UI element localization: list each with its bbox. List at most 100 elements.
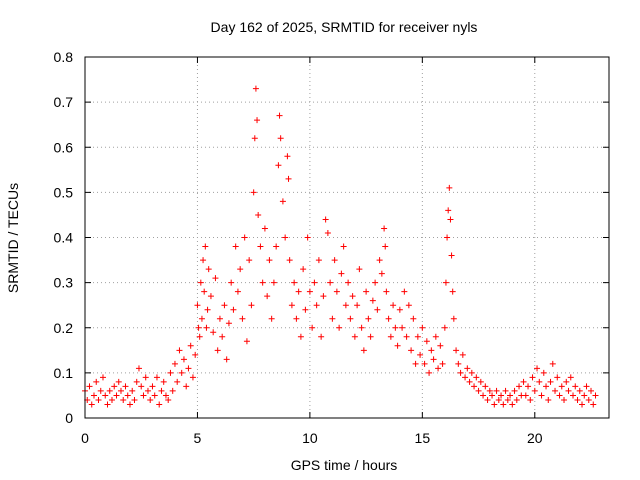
data-point xyxy=(588,387,595,394)
data-point xyxy=(538,392,545,399)
data-point xyxy=(113,392,120,399)
data-point xyxy=(93,378,100,385)
data-point xyxy=(241,234,248,241)
data-point xyxy=(527,396,534,403)
data-point xyxy=(567,374,574,381)
data-point xyxy=(349,293,356,300)
data-point xyxy=(194,302,201,309)
data-point xyxy=(412,360,419,367)
data-point xyxy=(221,302,228,309)
data-point xyxy=(279,198,286,205)
data-point xyxy=(97,387,104,394)
data-point xyxy=(200,257,207,264)
data-point xyxy=(129,387,136,394)
data-point xyxy=(385,315,392,322)
data-point xyxy=(196,333,203,340)
data-point xyxy=(142,374,149,381)
y-tick-label: 0.5 xyxy=(54,184,74,200)
data-point xyxy=(297,333,304,340)
data-point xyxy=(185,365,192,372)
data-point xyxy=(313,302,320,309)
y-tick-label: 0.3 xyxy=(54,275,74,291)
data-point xyxy=(369,297,376,304)
data-point xyxy=(423,338,430,345)
data-point xyxy=(108,396,115,403)
data-point xyxy=(477,378,484,385)
data-point xyxy=(558,383,565,390)
data-point xyxy=(223,356,230,363)
data-point xyxy=(216,315,223,322)
data-point xyxy=(351,333,358,340)
data-point xyxy=(372,279,379,286)
data-point xyxy=(455,360,462,367)
data-point xyxy=(315,257,322,264)
data-point xyxy=(574,396,581,403)
data-point xyxy=(442,279,449,286)
data-point xyxy=(410,315,417,322)
data-point xyxy=(432,333,439,340)
data-point xyxy=(547,378,554,385)
data-point xyxy=(169,387,176,394)
data-point xyxy=(187,342,194,349)
data-point xyxy=(444,234,451,241)
data-point xyxy=(450,315,457,322)
data-point xyxy=(275,162,282,169)
data-point xyxy=(234,288,241,295)
data-point xyxy=(473,374,480,381)
data-point xyxy=(230,306,237,313)
data-point xyxy=(592,392,599,399)
data-point xyxy=(204,306,211,313)
data-point xyxy=(273,243,280,250)
x-tick-label: 0 xyxy=(81,430,89,446)
y-tick-label: 0.6 xyxy=(54,139,74,155)
data-point xyxy=(482,383,489,390)
axis-ticks: 0 0.1 0.2 0.3 0.4 0.5 0.6 0.7 0.8 0 5 10 15 20 xyxy=(54,49,609,446)
data-point xyxy=(201,288,208,295)
data-point xyxy=(563,378,570,385)
data-point xyxy=(509,401,516,408)
data-point xyxy=(504,396,511,403)
data-point xyxy=(219,333,226,340)
data-point xyxy=(394,342,401,349)
data-point xyxy=(115,378,122,385)
data-point xyxy=(500,401,507,408)
y-axis-label: SRMTID / TECUs xyxy=(5,183,21,293)
data-point xyxy=(266,257,273,264)
data-point xyxy=(214,347,221,354)
data-point xyxy=(306,288,313,295)
data-point xyxy=(205,266,212,273)
data-point xyxy=(360,347,367,354)
data-point xyxy=(111,383,118,390)
data-point xyxy=(270,279,277,286)
x-tick-label: 15 xyxy=(415,430,431,446)
data-point xyxy=(430,356,437,363)
data-point xyxy=(554,374,561,381)
data-point xyxy=(414,333,421,340)
data-point xyxy=(120,396,127,403)
x-tick-label: 5 xyxy=(194,430,202,446)
data-point xyxy=(291,279,298,286)
data-point xyxy=(486,387,493,394)
data-point xyxy=(408,347,415,354)
data-point xyxy=(576,387,583,394)
data-point xyxy=(540,369,547,376)
data-point xyxy=(286,257,293,264)
plot-frame xyxy=(84,56,610,419)
data-point xyxy=(383,288,390,295)
data-point xyxy=(135,365,142,372)
y-tick-label: 0.4 xyxy=(54,230,74,246)
data-point xyxy=(545,396,552,403)
data-point xyxy=(327,279,334,286)
data-point xyxy=(189,374,196,381)
data-point xyxy=(138,383,145,390)
data-point xyxy=(446,184,453,191)
data-point xyxy=(405,302,412,309)
data-point xyxy=(178,369,185,376)
data-point xyxy=(318,333,325,340)
data-point xyxy=(302,306,309,313)
y-tick-label: 0.1 xyxy=(54,365,74,381)
data-point xyxy=(390,302,397,309)
data-point xyxy=(322,216,329,223)
data-point xyxy=(90,392,97,399)
data-point xyxy=(525,383,532,390)
